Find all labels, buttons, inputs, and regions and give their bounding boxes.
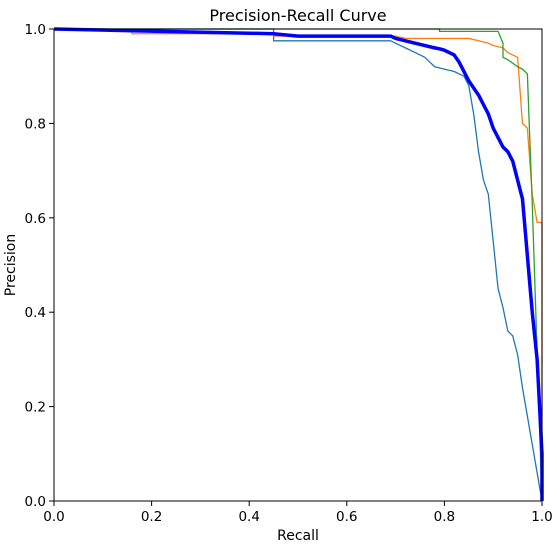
- series-layer: [53, 27, 544, 502]
- plot-frame: [53, 28, 543, 502]
- chart-title: Precision-Recall Curve: [209, 6, 386, 25]
- y-axis: 0.0 0.2 0.4 0.6 0.8 1.0: [25, 22, 54, 510]
- x-tick-label: 0.2: [141, 509, 162, 525]
- x-axis-label: Recall: [277, 528, 319, 544]
- y-tick-label: 1.0: [25, 22, 46, 38]
- series-line-2: [54, 28, 543, 501]
- x-tick-label: 0.4: [238, 509, 259, 525]
- x-tick-label: 0.0: [43, 509, 64, 525]
- series-line-1: [54, 28, 543, 502]
- x-axis: 0.0 0.2 0.4 0.6 0.8 1.0: [43, 501, 553, 525]
- y-tick-label: 0.6: [25, 211, 46, 227]
- y-tick-label: 0.0: [25, 494, 46, 510]
- y-axis-label: Precision: [3, 234, 19, 296]
- x-tick-label: 0.8: [434, 509, 455, 525]
- x-tick-label: 0.6: [336, 509, 357, 525]
- y-tick-label: 0.8: [25, 116, 46, 132]
- x-tick-label: 1.0: [531, 509, 552, 525]
- y-tick-label: 0.2: [25, 400, 46, 416]
- y-tick-label: 0.4: [25, 305, 46, 321]
- series-line-3: [54, 28, 543, 502]
- series-line-4: [53, 27, 544, 501]
